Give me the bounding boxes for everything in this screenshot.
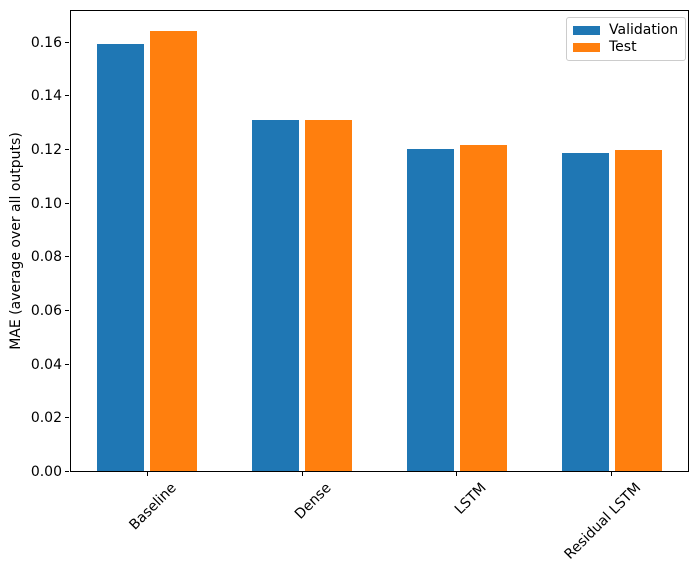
y-tick-label: 0.04 [30, 356, 62, 373]
y-tick-label: 0.00 [30, 464, 62, 480]
y-tick-label: 0.08 [30, 249, 62, 266]
y-tick-mark [65, 471, 69, 472]
bar-validation-0 [97, 44, 145, 471]
bar-validation-2 [406, 149, 454, 471]
y-tick-mark [65, 310, 69, 312]
legend: Validation Test [566, 17, 686, 61]
bar-test-1 [305, 120, 353, 471]
x-tick-mark [301, 472, 303, 476]
x-tick-mark [456, 472, 458, 476]
legend-swatch-test-icon [573, 43, 600, 52]
y-tick-mark [65, 202, 69, 204]
legend-swatch-validation-icon [573, 26, 600, 35]
y-tick-mark [65, 95, 69, 97]
bar-test-3 [614, 150, 662, 471]
y-tick-label: 0.06 [30, 303, 62, 320]
x-tick-label-3: Residual LSTM [561, 480, 644, 563]
bar-validation-1 [252, 120, 300, 471]
y-tick-label: 0.16 [30, 34, 62, 51]
y-tick-mark [65, 256, 69, 258]
y-tick-mark [65, 417, 69, 419]
bar-test-2 [459, 145, 507, 471]
x-tick-label-1: Dense [291, 480, 335, 523]
y-tick-label: 0.12 [30, 142, 62, 159]
bar-test-0 [150, 31, 198, 471]
legend-label-test: Test [609, 39, 637, 55]
x-tick-mark [611, 472, 613, 476]
bar-validation-3 [561, 153, 609, 471]
legend-label-validation: Validation [609, 22, 679, 38]
plot-area [70, 10, 689, 472]
legend-item-validation: Validation [573, 22, 681, 39]
y-tick-label: 0.10 [30, 195, 62, 212]
x-tick-mark [146, 472, 148, 476]
x-tick-label-2: LSTM [451, 480, 490, 518]
x-tick-label-0: Baseline [126, 480, 180, 534]
y-tick-label: 0.14 [30, 88, 62, 105]
y-tick-label: 0.02 [30, 410, 62, 427]
y-tick-mark [65, 149, 69, 151]
y-tick-mark [65, 41, 69, 43]
y-tick-mark [65, 363, 69, 365]
legend-item-test: Test [573, 39, 681, 56]
